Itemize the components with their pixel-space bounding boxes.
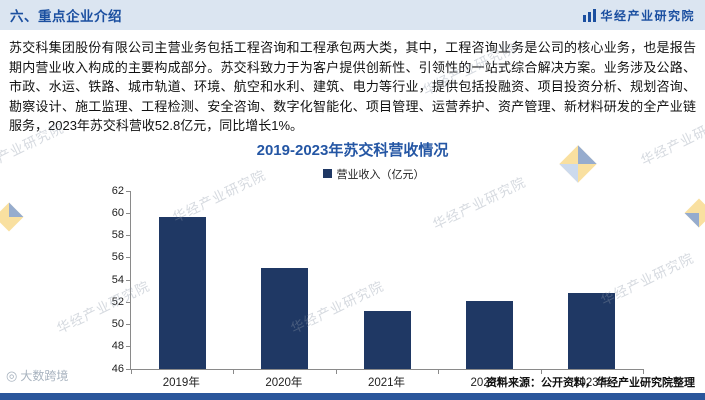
- source-note: 资料来源：公开资料，华经产业研究院整理: [486, 377, 695, 389]
- bar-slot: [131, 217, 233, 369]
- header: 六、重点企业介绍 华经产业研究院: [0, 0, 705, 30]
- watermark-logo-icon: [0, 200, 26, 234]
- y-tick-label: 54: [111, 273, 124, 286]
- y-tick-mark: [126, 190, 131, 192]
- y-tick-label: 62: [111, 184, 124, 197]
- x-tick-label: 2023年: [573, 376, 611, 389]
- chart-title: 2019-2023年苏交科营收情况: [256, 141, 449, 159]
- watermark-logo-icon: [682, 196, 705, 230]
- watermark-badge: ◎ 大数跨境: [6, 367, 68, 384]
- x-axis: 2019年 2020年 2021年 2022年 2023年: [104, 374, 643, 390]
- y-tick-mark: [126, 279, 131, 281]
- bar-2020年: [261, 268, 309, 369]
- y-tick-mark: [126, 235, 131, 236]
- y-tick-label: 58: [111, 229, 124, 241]
- bar-chart-icon: [583, 8, 597, 22]
- chart-body: 62 60 58 56 54 52 50 48 46: [104, 185, 644, 375]
- x-tick-label: 2022年: [470, 376, 508, 389]
- page-title: 六、重点企业介绍: [10, 9, 122, 24]
- x-tick-label: 2019年: [162, 376, 200, 389]
- brand-name: 华经产业研究院: [600, 8, 695, 23]
- y-tick-label: 46: [111, 362, 124, 375]
- y-tick-label: 60: [111, 206, 124, 219]
- y-tick-mark: [126, 301, 131, 303]
- y-tick-mark: [126, 368, 131, 370]
- x-tick-mark: [233, 368, 235, 374]
- bar-2022年: [465, 300, 513, 369]
- y-tick-mark: [126, 346, 131, 348]
- watermark-badge-label: 大数跨境: [20, 369, 69, 383]
- x-tick-mark: [643, 368, 644, 374]
- x-tick-mark: [540, 368, 542, 374]
- legend-swatch: [322, 169, 332, 178]
- x-tick-label: 2020年: [265, 376, 303, 389]
- legend-label: 营业收入（亿元）: [336, 168, 425, 181]
- y-tick-label: 56: [111, 251, 124, 264]
- brand-logo: 华经产业研究院: [583, 7, 695, 24]
- bar-slot: [233, 268, 335, 369]
- bar-2023年: [568, 292, 616, 369]
- bar-chart: 营业收入（亿元） 62 60 58 56 54 52 50 48 46 2019年 2020年 20…: [104, 166, 644, 390]
- bar-slot: [541, 292, 643, 369]
- plot-area: [126, 190, 644, 374]
- y-tick-mark: [126, 257, 131, 259]
- y-axis: 62 60 58 56 54 52 50 48 46: [104, 185, 130, 375]
- y-tick-mark: [126, 212, 131, 214]
- y-tick-label: 50: [111, 318, 124, 330]
- y-tick-mark: [126, 324, 131, 325]
- bar-slot: [438, 300, 540, 369]
- chart-legend: 营业收入（亿元）: [104, 166, 643, 182]
- y-tick-label: 48: [111, 340, 124, 353]
- bar-2019年: [158, 217, 206, 369]
- x-tick-mark: [438, 368, 440, 374]
- bar-2021年: [363, 310, 411, 369]
- x-tick-mark: [335, 368, 337, 374]
- y-tick-label: 52: [111, 295, 124, 308]
- x-tick-label: 2021年: [367, 376, 406, 389]
- x-tick-mark: [131, 368, 132, 374]
- globe-icon: ◎: [6, 367, 18, 383]
- intro-paragraph: 苏交科集团股份有限公司主营业务包括工程咨询和工程承包两大类，其中，工程咨询业务是…: [9, 40, 696, 133]
- bottom-bar: [0, 393, 705, 400]
- bar-slot: [336, 310, 438, 369]
